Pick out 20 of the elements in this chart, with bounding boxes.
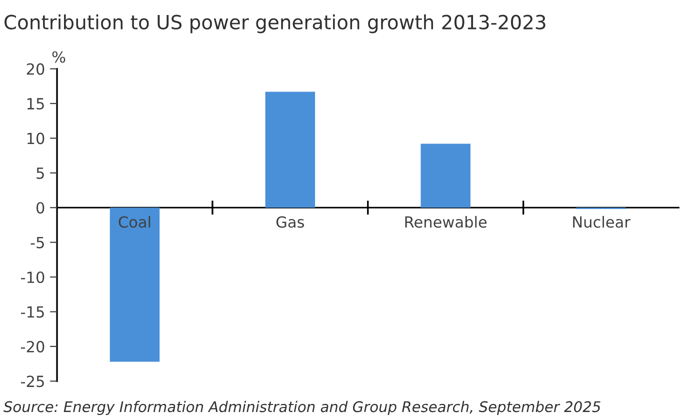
y-axis-title: % — [52, 51, 66, 63]
x-tick-label: Gas — [276, 216, 304, 228]
y-tick-label: -25 — [21, 376, 44, 388]
y-tick-label: 15 — [27, 98, 44, 110]
y-tick-label: -15 — [21, 306, 44, 318]
y-tick-label: -10 — [21, 271, 44, 284]
y-tick-label: 20 — [26, 63, 44, 75]
y-tick-label: 0 — [36, 202, 44, 214]
x-tick-label: Nuclear — [573, 216, 630, 228]
bar — [265, 92, 316, 208]
x-tick-label: Renewable — [405, 216, 487, 228]
bar — [420, 144, 470, 208]
chart-title: Contribution to US power generation growth 2013-2023 — [4, 14, 546, 34]
bar — [110, 208, 160, 362]
y-tick-label: -5 — [30, 236, 44, 248]
y-tick-label: 5 — [36, 168, 44, 179]
x-tick-label: Coal — [118, 216, 150, 228]
source-note: Source: Energy Information Administration and Group Research, September 2025 — [4, 400, 600, 416]
y-tick-label: 10 — [27, 132, 44, 144]
y-tick-label: -20 — [21, 340, 44, 352]
